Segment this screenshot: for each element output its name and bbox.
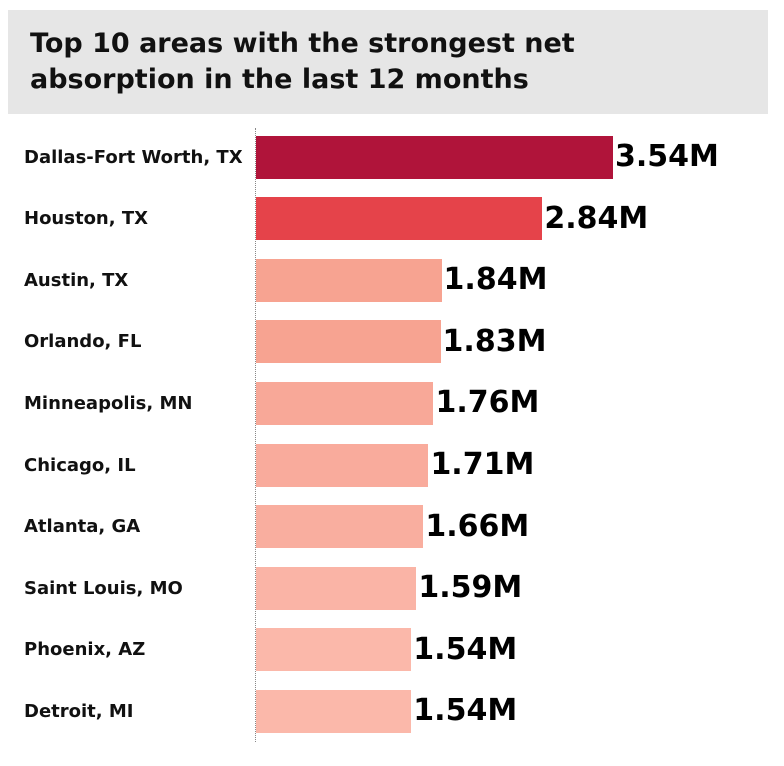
category-label: Dallas-Fort Worth, TX: [24, 146, 243, 168]
category-label: Houston, TX: [24, 208, 149, 230]
value-label: 1.54M: [413, 631, 518, 667]
category-label: Minneapolis, MN: [24, 392, 193, 414]
category-label: Chicago, IL: [24, 454, 136, 476]
baseline: [255, 128, 256, 742]
category-label: Orlando, FL: [24, 331, 142, 353]
category-label: Austin, TX: [24, 269, 129, 291]
value-label: 1.71M: [430, 447, 535, 482]
value-label: 1.83M: [442, 323, 547, 359]
bar: [256, 197, 543, 241]
bar: [256, 443, 429, 487]
value-label: 1.84M: [443, 262, 548, 298]
category-label: Atlanta, GA: [24, 516, 141, 538]
bar: [256, 505, 424, 549]
bar: [256, 628, 412, 672]
bar: [256, 320, 441, 364]
value-label: 2.84M: [544, 200, 649, 236]
chart-title: Top 10 areas with the strongest net abso…: [30, 28, 575, 95]
value-label: 1.54M: [413, 693, 518, 729]
category-label: Phoenix, AZ: [24, 639, 146, 661]
category-label: Detroit, MI: [24, 700, 134, 722]
bar: [256, 689, 412, 733]
value-label: 3.54M: [615, 139, 719, 174]
category-label: Saint Louis, MO: [24, 577, 183, 599]
bar: [256, 566, 417, 610]
value-label: 1.76M: [435, 385, 540, 421]
bar: [256, 258, 442, 302]
bar: [256, 135, 613, 179]
title-background: Top 10 areas with the strongest net abso…: [8, 10, 768, 114]
bar: [256, 381, 434, 425]
value-label: 1.66M: [425, 508, 530, 544]
value-label: 1.59M: [418, 570, 523, 606]
